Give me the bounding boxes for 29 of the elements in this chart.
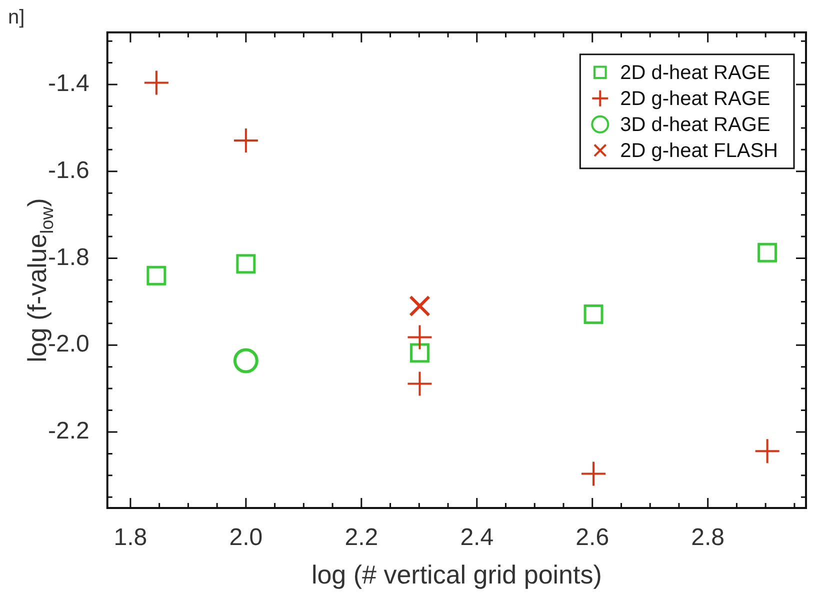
point [146, 266, 166, 286]
point [408, 372, 432, 396]
y-tick-label: -1.8 [48, 244, 90, 271]
point [144, 70, 168, 95]
y-tick-label: -2.2 [48, 418, 90, 445]
point [755, 439, 780, 464]
point [233, 348, 258, 374]
y-tick-label: -1.6 [48, 157, 90, 184]
y-tick-label: -1.4 [48, 70, 90, 98]
legend-label: 3D d-heat RAGE [620, 114, 770, 136]
point [408, 325, 432, 350]
point [582, 462, 606, 486]
point [410, 343, 430, 363]
legend-label: 2D d-heat RAGE [620, 62, 770, 84]
x-tick-label: 2.6 [576, 524, 610, 552]
point [758, 242, 778, 262]
x-tick-label: 2.0 [229, 524, 263, 552]
point [584, 304, 604, 324]
text: n] [8, 6, 25, 29]
x-tick-label: 1.8 [114, 524, 148, 552]
point [234, 128, 258, 153]
legend-label: 2D g-heat RAGE [620, 88, 770, 110]
x-tick-label: 2.2 [344, 524, 378, 552]
x-axis-title: log (# vertical grid points) [311, 560, 602, 590]
x-tick-label: 2.4 [460, 524, 494, 552]
legend-label: 2D g-heat FLASH [620, 140, 778, 162]
point [409, 295, 430, 317]
point [236, 254, 256, 274]
x-tick-label: 2.8 [691, 524, 725, 552]
